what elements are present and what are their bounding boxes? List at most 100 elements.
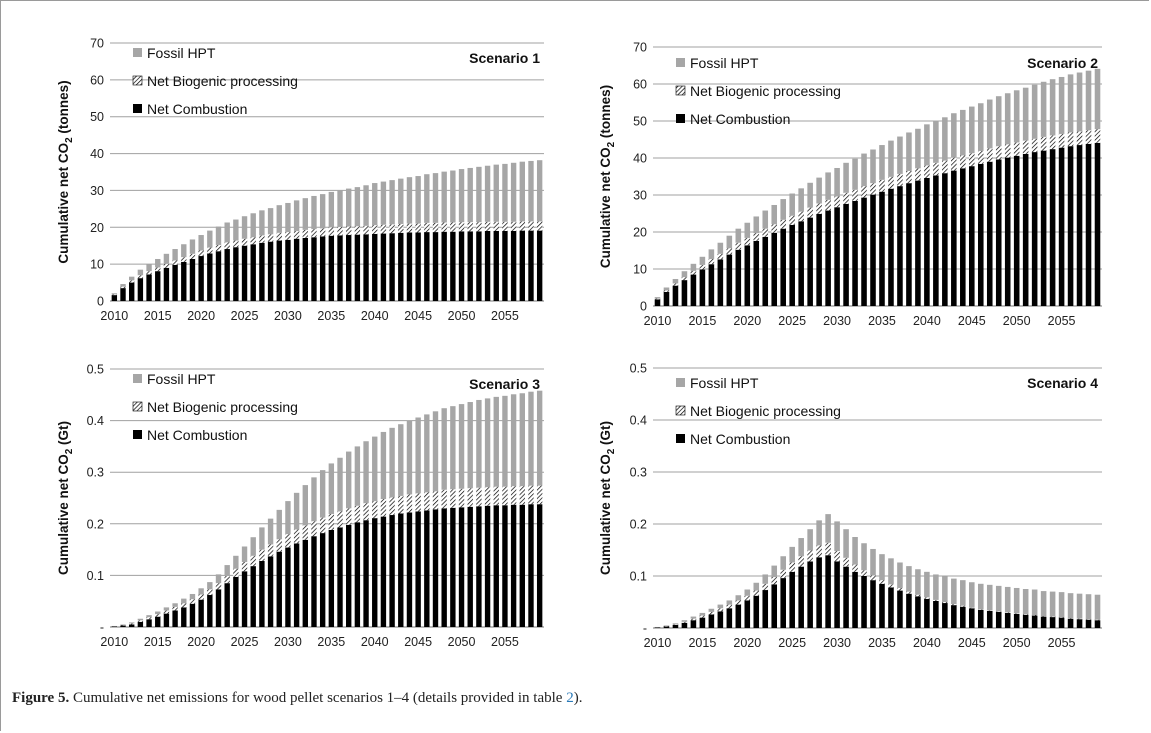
bar-net-combustion — [986, 610, 993, 628]
bar-net-combustion — [951, 605, 957, 628]
legend-label: Net Biogenic processing — [690, 83, 841, 99]
y-tick-label: 0 — [640, 300, 647, 314]
bar-fossil-hpt — [380, 431, 387, 500]
bar-net-biogenic-processing — [870, 575, 876, 581]
bar-fossil-hpt — [807, 182, 813, 208]
bar-net-biogenic-processing — [363, 225, 369, 235]
bar-net-biogenic-processing — [995, 146, 1002, 160]
x-tick-label: 2045 — [404, 309, 432, 323]
legend-label: Net Combustion — [147, 101, 247, 117]
bar-net-combustion — [852, 200, 858, 306]
bar-net-biogenic-processing — [951, 157, 957, 171]
bar-net-biogenic-processing — [1022, 140, 1029, 154]
bar-net-biogenic-processing — [493, 486, 499, 506]
bar-net-combustion — [834, 561, 840, 628]
bar-fossil-hpt — [870, 548, 876, 576]
bar-fossil-hpt — [467, 167, 473, 223]
bar-fossil-hpt — [328, 191, 335, 228]
bar-net-combustion — [897, 186, 903, 306]
y-tick-label: 60 — [633, 78, 647, 92]
bar-net-combustion — [1058, 147, 1065, 306]
bar-fossil-hpt — [861, 153, 867, 187]
bar-fossil-hpt — [672, 278, 679, 284]
bar-net-biogenic-processing — [163, 610, 170, 614]
bar-net-combustion — [699, 269, 706, 306]
bar-net-combustion — [995, 611, 1002, 628]
bar-net-biogenic-processing — [789, 215, 795, 225]
bar-net-biogenic-processing — [415, 493, 421, 512]
bar-net-biogenic-processing — [354, 226, 361, 235]
bar-fossil-hpt — [476, 166, 482, 223]
x-tick-label: 2030 — [823, 314, 851, 328]
bar-net-combustion — [879, 583, 885, 628]
bar-net-biogenic-processing — [986, 610, 993, 611]
x-tick-label: 2040 — [913, 636, 941, 650]
bar-net-combustion — [986, 161, 993, 306]
bar-net-biogenic-processing — [163, 263, 170, 268]
bar-net-biogenic-processing — [843, 192, 849, 204]
bar-net-combustion — [241, 245, 248, 301]
bar-net-biogenic-processing — [816, 203, 822, 214]
bar-net-combustion — [120, 625, 126, 627]
bar-net-combustion — [337, 527, 343, 627]
bar-fossil-hpt — [224, 565, 230, 576]
bar-fossil-hpt — [888, 558, 894, 585]
bar-fossil-hpt — [120, 624, 126, 625]
bar-fossil-hpt — [825, 172, 831, 200]
bar-fossil-hpt — [137, 618, 144, 621]
legend-label: Fossil HPT — [147, 371, 216, 387]
chart-legend: Fossil HPT Net Biogenic processing Net Com… — [675, 375, 841, 447]
bar-fossil-hpt — [780, 556, 786, 570]
bar-fossil-hpt — [753, 216, 760, 234]
bar-fossil-hpt — [337, 190, 343, 227]
x-tick-label: 2045 — [404, 635, 432, 649]
bar-fossil-hpt — [415, 176, 421, 224]
bar-net-biogenic-processing — [120, 624, 126, 626]
bar-fossil-hpt — [207, 230, 213, 248]
y-tick-label: 0.5 — [630, 362, 647, 376]
bar-net-combustion — [181, 607, 187, 627]
bar-fossil-hpt — [1049, 79, 1056, 136]
bar-fossil-hpt — [816, 177, 822, 204]
x-tick-label: 2055 — [491, 309, 519, 323]
bar-fossil-hpt — [328, 463, 335, 514]
bar-fossil-hpt — [241, 546, 248, 562]
bar-net-biogenic-processing — [1004, 612, 1011, 613]
bar-net-combustion — [363, 520, 369, 627]
bar-net-biogenic-processing — [267, 544, 274, 557]
caption-label: Figure 5. — [12, 690, 70, 706]
bar-net-biogenic-processing — [424, 492, 430, 511]
bar-fossil-hpt — [852, 158, 858, 190]
bar-net-biogenic-processing — [120, 286, 126, 289]
bar-fossil-hpt — [942, 117, 948, 161]
bar-net-combustion — [960, 606, 966, 628]
bar-net-combustion — [198, 256, 204, 301]
bar-net-combustion — [198, 599, 204, 627]
figure-caption: Figure 5. Cumulative net emissions for w… — [12, 690, 582, 707]
bar-net-biogenic-processing — [735, 242, 742, 250]
table-reference-link[interactable]: 2 — [566, 690, 574, 706]
bar-net-biogenic-processing — [432, 222, 439, 233]
bar-fossil-hpt — [915, 128, 921, 169]
bar-fossil-hpt — [699, 612, 706, 616]
x-tick-label: 2040 — [361, 309, 389, 323]
bar-net-combustion — [432, 232, 439, 301]
bar-fossil-hpt — [319, 470, 326, 518]
bar-net-biogenic-processing — [319, 228, 326, 237]
x-tick-label: 2055 — [1048, 314, 1076, 328]
bar-fossil-hpt — [493, 396, 499, 487]
bar-net-combustion — [977, 163, 984, 306]
bar-net-combustion — [536, 230, 543, 301]
bar-net-combustion — [960, 168, 966, 306]
y-axis-label: Cumulative net CO2 (tonnes) — [56, 80, 75, 263]
bar-net-combustion — [233, 247, 239, 301]
bar-net-combustion — [129, 624, 135, 627]
bar-net-biogenic-processing — [807, 207, 813, 218]
bar-net-biogenic-processing — [536, 221, 543, 231]
bar-net-combustion — [346, 235, 352, 301]
bar-net-combustion — [510, 504, 517, 627]
bar-net-combustion — [1076, 145, 1083, 306]
bar-fossil-hpt — [259, 527, 265, 550]
